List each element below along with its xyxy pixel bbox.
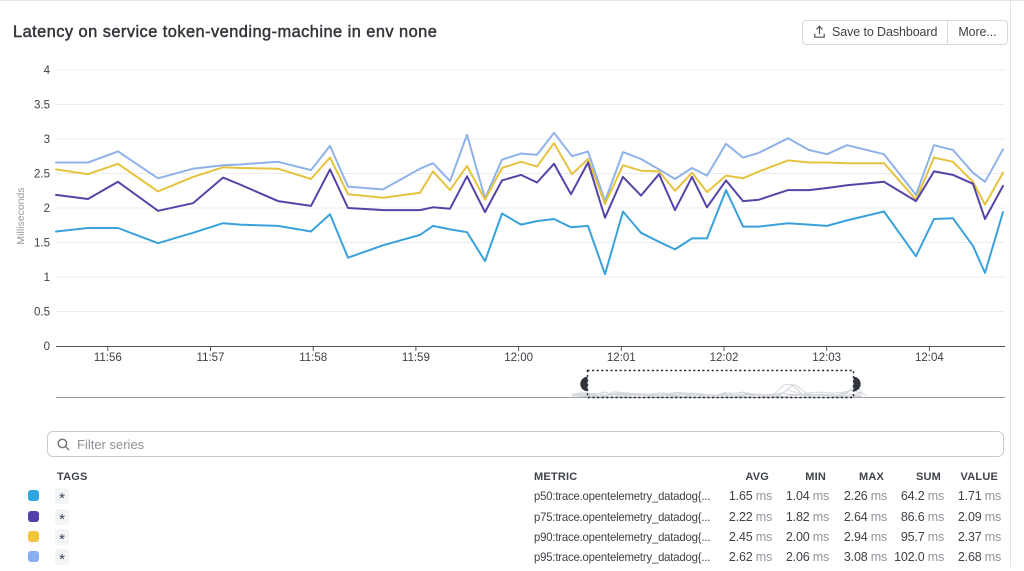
svg-text:12:01: 12:01: [607, 352, 636, 364]
svg-text:4: 4: [44, 65, 51, 77]
svg-text:2: 2: [44, 203, 50, 215]
svg-text:12:02: 12:02: [710, 352, 739, 364]
svg-text:12:03: 12:03: [812, 352, 841, 364]
svg-text:11:57: 11:57: [197, 352, 225, 364]
svg-text:3: 3: [44, 134, 50, 146]
svg-text:11:58: 11:58: [299, 352, 327, 364]
svg-text:12:04: 12:04: [915, 352, 944, 364]
svg-text:11:56: 11:56: [94, 352, 122, 364]
svg-text:1.5: 1.5: [34, 238, 50, 250]
svg-text:1: 1: [44, 272, 50, 284]
svg-text:12:00: 12:00: [504, 352, 533, 364]
svg-text:0.5: 0.5: [34, 307, 50, 319]
svg-text:Milliseconds: Milliseconds: [15, 187, 27, 244]
svg-text:11:59: 11:59: [402, 352, 430, 364]
svg-text:0: 0: [44, 341, 50, 353]
svg-text:2.5: 2.5: [34, 169, 50, 181]
svg-text:3.5: 3.5: [34, 100, 50, 112]
